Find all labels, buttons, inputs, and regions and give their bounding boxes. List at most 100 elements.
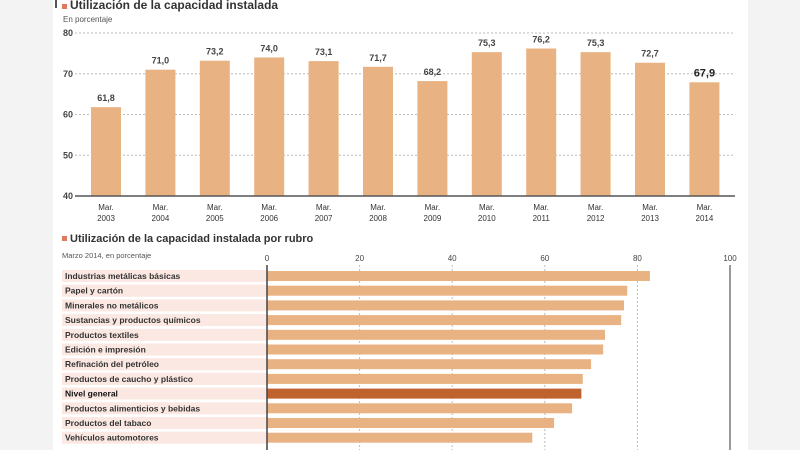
y-tick-label: 50 [63, 150, 73, 160]
bar [267, 300, 624, 311]
data-label: 75,3 [587, 38, 605, 48]
bar [267, 388, 582, 399]
bar [689, 82, 720, 196]
x-tick-label: 0 [265, 254, 270, 263]
x-tick-label: Mar. [479, 203, 495, 212]
x-tick-label: 2005 [206, 214, 224, 223]
bar [267, 373, 583, 384]
category-label: Productos de caucho y plástico [65, 374, 193, 384]
x-tick-label: 60 [540, 254, 549, 263]
category-label: Vehículos automotores [65, 433, 159, 443]
y-tick-label: 40 [63, 191, 73, 201]
row-band [62, 358, 267, 371]
x-tick-label: 80 [633, 254, 642, 263]
chart-title: Utilización de la capacidad instalada [70, 0, 278, 12]
category-label: Productos del tabaco [65, 418, 151, 428]
row-band [62, 387, 267, 400]
x-tick-label: 40 [448, 254, 457, 263]
bar [199, 60, 230, 197]
data-label: 74,0 [260, 43, 278, 53]
x-tick-label: 2011 [533, 214, 551, 223]
row-band [62, 417, 267, 429]
category-label: Sustancias y productos químicos [65, 315, 201, 325]
y-tick-label: 80 [63, 28, 73, 38]
data-label: 76,2 [532, 34, 550, 44]
row-band [62, 431, 267, 444]
x-tick-label: Mar. [533, 203, 549, 212]
bar [267, 403, 573, 414]
x-tick-label: Mar. [316, 203, 332, 212]
x-tick-label: 2009 [424, 214, 442, 223]
x-tick-label: Mar. [588, 203, 604, 212]
x-tick-label: 2014 [696, 214, 714, 223]
bar [580, 52, 611, 197]
bar [267, 344, 604, 355]
category-label: Edición e impresión [65, 345, 146, 355]
x-tick-label: 2013 [641, 214, 659, 223]
row-band [62, 402, 267, 415]
category-label: Papel y cartón [65, 286, 123, 296]
row-band [62, 328, 267, 341]
x-tick-label: Mar. [370, 203, 386, 212]
bar [526, 48, 557, 196]
x-tick-label: 100 [723, 254, 737, 263]
bar [471, 52, 502, 197]
data-label: 75,3 [478, 38, 496, 48]
data-label: 73,1 [315, 47, 333, 57]
bar [267, 329, 605, 340]
row-band [62, 270, 267, 282]
chart-subtitle: Marzo 2014, en porcentaje [62, 251, 151, 260]
data-label: 68,2 [424, 67, 442, 77]
x-tick-label: 20 [355, 254, 364, 263]
category-label: Productos textiles [65, 330, 139, 340]
x-tick-label: 2003 [97, 214, 115, 223]
x-tick-label: 2004 [152, 214, 170, 223]
x-tick-label: 2008 [369, 214, 387, 223]
x-tick-label: 2006 [260, 214, 278, 223]
row-band [62, 343, 267, 356]
x-tick-label: Mar. [642, 203, 658, 212]
x-tick-label: Mar. [153, 203, 169, 212]
data-label: 71,0 [152, 56, 170, 66]
bar [267, 285, 628, 296]
x-tick-label: Mar. [697, 203, 713, 212]
category-label: Minerales no metálicos [65, 300, 159, 310]
x-tick-label: 2007 [315, 214, 333, 223]
x-tick-label: Mar. [98, 203, 114, 212]
y-tick-label: 70 [63, 69, 73, 79]
x-tick-label: Mar. [425, 203, 441, 212]
row-band [62, 299, 267, 312]
bar [267, 271, 650, 281]
x-tick-label: 2012 [587, 214, 605, 223]
bar [267, 432, 533, 443]
bar [145, 69, 176, 196]
bar [267, 418, 555, 428]
bar [417, 81, 448, 196]
chart-title: Utilización de la capacidad instalada po… [70, 233, 314, 245]
bullet-icon [62, 4, 67, 9]
bar [267, 359, 592, 370]
bar [267, 315, 622, 326]
x-tick-label: Mar. [207, 203, 223, 212]
row-band [62, 284, 267, 297]
data-label: 73,2 [206, 47, 224, 57]
bar [363, 66, 393, 196]
category-label: Refinación del petróleo [65, 359, 159, 369]
x-tick-label: 2010 [478, 214, 496, 223]
data-label: 61,8 [97, 93, 115, 103]
data-label: 71,7 [369, 53, 387, 63]
category-label: Productos alimenticios y bebidas [65, 403, 200, 413]
bar [635, 62, 665, 197]
x-tick-label: Mar. [261, 203, 277, 212]
category-label: Industrias metálicas básicas [65, 271, 181, 281]
bar [91, 107, 121, 196]
chart-subtitle: En porcentaje [63, 15, 113, 24]
bar [308, 61, 339, 197]
bullet-icon [62, 236, 67, 241]
row-band [62, 372, 267, 385]
bar [254, 57, 285, 197]
category-label: Nivel general [65, 389, 118, 399]
data-label: 72,7 [641, 49, 659, 59]
y-tick-label: 60 [63, 110, 73, 120]
